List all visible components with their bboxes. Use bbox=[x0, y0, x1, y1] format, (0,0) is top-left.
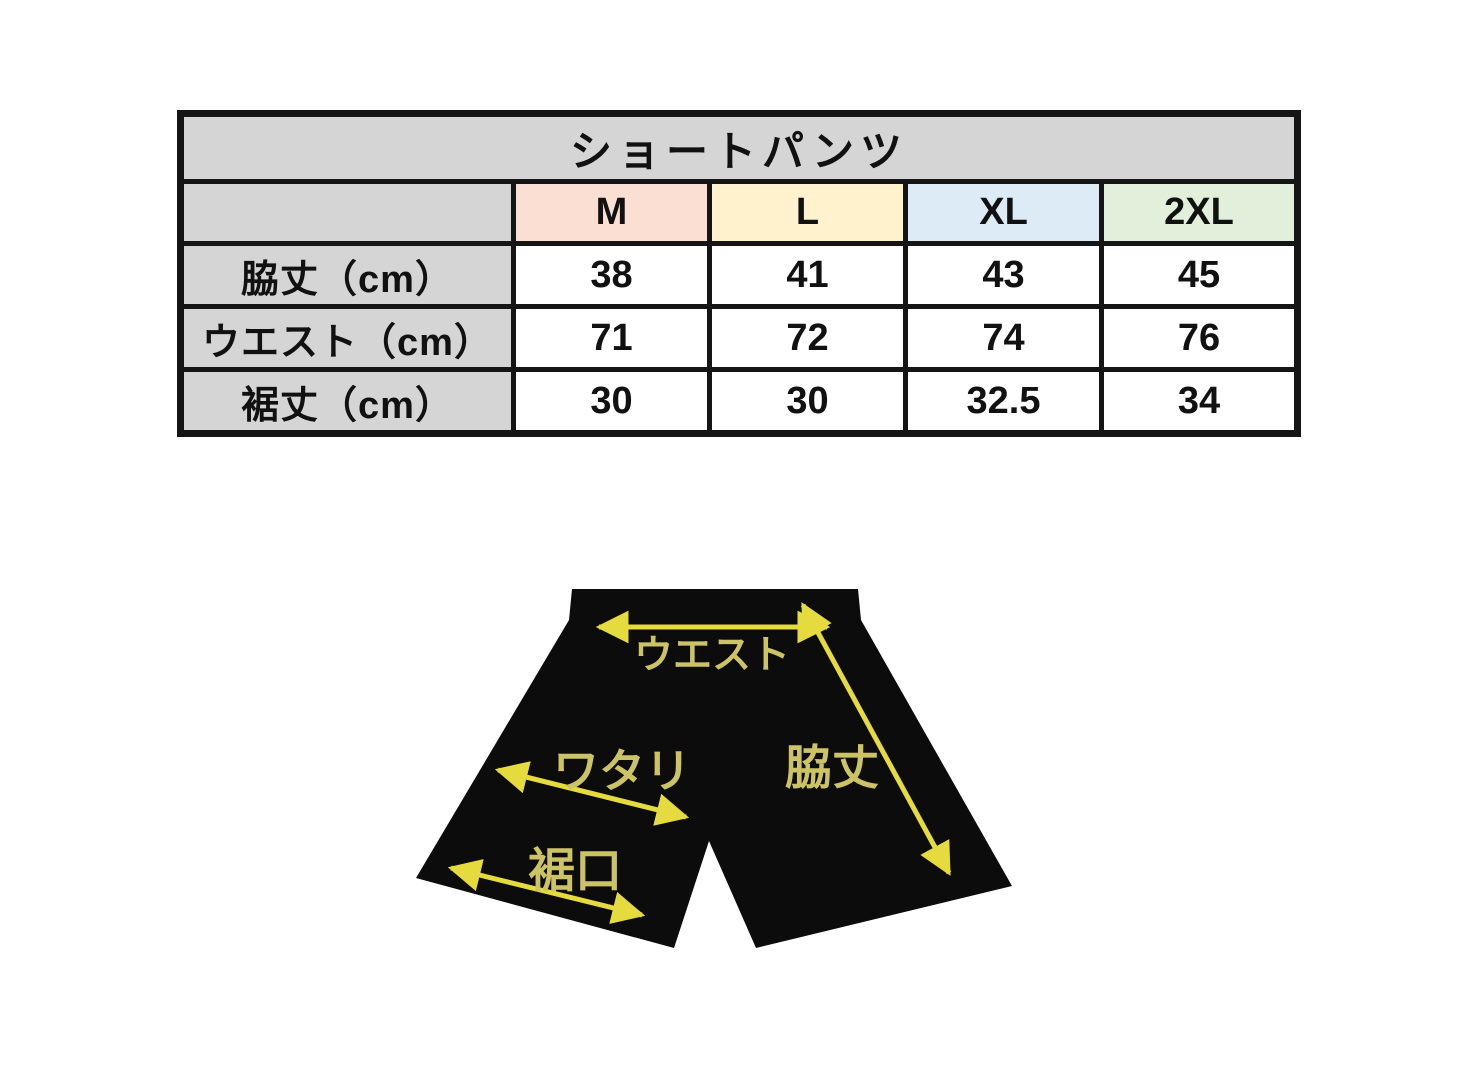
cell-side-length-xl: 43 bbox=[903, 241, 1104, 309]
col-header-m: M bbox=[511, 179, 712, 246]
col-header-xl: XL bbox=[903, 179, 1104, 246]
table-row: ウエスト（cm） 71 72 74 76 bbox=[178, 304, 1300, 372]
col-header-l: L bbox=[707, 179, 908, 246]
cell-side-length-m: 38 bbox=[511, 241, 712, 309]
cell-side-length-2xl: 45 bbox=[1099, 241, 1300, 309]
table-row: 脇丈（cm） 38 41 43 45 bbox=[178, 241, 1300, 309]
watari-arrow-label: ワタリ bbox=[553, 745, 691, 797]
watari-arrow bbox=[494, 761, 690, 826]
cell-waist-2xl: 76 bbox=[1099, 304, 1300, 372]
row-label-hem-length: 裾丈（cm） bbox=[178, 367, 516, 436]
cell-hem-length-l: 30 bbox=[707, 367, 908, 436]
row-label-side-length: 脇丈（cm） bbox=[178, 241, 516, 309]
corner-cell bbox=[178, 179, 516, 246]
table-row: 裾丈（cm） 30 30 32.5 34 bbox=[178, 367, 1300, 436]
side-length-arrow bbox=[800, 602, 952, 876]
cell-side-length-l: 41 bbox=[707, 241, 908, 309]
cell-hem-length-m: 30 bbox=[511, 367, 712, 436]
side-length-arrow-label: 脇丈 bbox=[785, 741, 879, 794]
cell-waist-m: 71 bbox=[511, 304, 712, 372]
shorts-waistband bbox=[569, 589, 861, 620]
cell-waist-l: 72 bbox=[707, 304, 908, 372]
cell-hem-length-xl: 32.5 bbox=[903, 367, 1104, 436]
hem-opening-arrow bbox=[447, 859, 646, 924]
row-label-waist: ウエスト（cm） bbox=[178, 304, 516, 372]
waist-arrow-label: ウエスト bbox=[634, 634, 790, 677]
table-title: ショートパンツ bbox=[178, 111, 1300, 184]
cell-hem-length-2xl: 34 bbox=[1099, 367, 1300, 436]
size-chart-table: ショートパンツ M L XL 2XL 脇丈（cm） 38 41 43 45 ウエ… bbox=[177, 110, 1301, 437]
cell-waist-xl: 74 bbox=[903, 304, 1104, 372]
col-header-2xl: 2XL bbox=[1099, 179, 1300, 246]
hem-opening-arrow-label: 裾口 bbox=[528, 844, 622, 897]
